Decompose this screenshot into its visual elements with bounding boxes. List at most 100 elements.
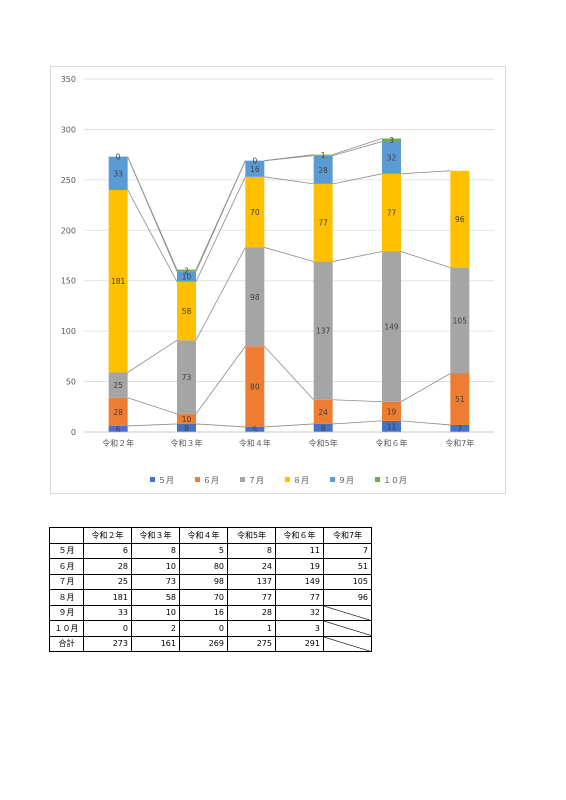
table-row-label: １０月 <box>49 620 84 637</box>
table-cell: 77 <box>275 589 324 606</box>
x-tick-label: 令和３年 <box>171 438 203 448</box>
x-tick-label: 令和5年 <box>309 438 338 448</box>
x-tick-label: 令和7年 <box>445 438 474 448</box>
table-cell: 98 <box>179 573 228 590</box>
bar-segment <box>450 373 470 425</box>
table-cell: 1 <box>227 620 276 637</box>
data-label: 5 <box>252 425 257 434</box>
series-line <box>127 339 178 373</box>
data-label: 77 <box>387 209 397 218</box>
table-cell: 80 <box>179 558 228 575</box>
bar-segment <box>108 397 128 426</box>
table-cell: 28 <box>227 604 276 621</box>
bar-segment <box>177 281 196 341</box>
bar-segment <box>382 401 401 421</box>
bar-segment <box>313 154 333 156</box>
bar-segment <box>108 425 128 432</box>
data-label: 73 <box>182 373 192 382</box>
data-label: 149 <box>384 323 399 332</box>
table-cell: 24 <box>227 558 276 575</box>
table-cell: 161 <box>131 635 180 652</box>
y-tick-label: 50 <box>66 378 76 387</box>
data-label: 11 <box>387 422 397 431</box>
data-label: 8 <box>321 424 326 433</box>
bar-segment <box>177 423 196 432</box>
data-label: 0 <box>252 157 257 166</box>
y-tick-label: 200 <box>61 226 76 235</box>
data-label: 3 <box>389 136 394 145</box>
bar-segment <box>177 413 196 424</box>
legend-label: ８月 <box>293 476 309 485</box>
table-row: 合計 273 161 269 275 291 <box>49 635 372 652</box>
table-cell: 6 <box>83 542 132 559</box>
table-cell: 105 <box>323 573 372 590</box>
data-label: 181 <box>111 277 126 286</box>
table-row-label: ７月 <box>49 573 84 590</box>
data-label: 80 <box>250 383 260 392</box>
bar-segment <box>313 261 333 400</box>
series-line <box>400 373 451 403</box>
table-cell: 11 <box>275 542 324 559</box>
x-tick-label: 令和２年 <box>102 438 134 448</box>
legend-label: ６月 <box>203 476 219 485</box>
bar-segment <box>382 141 401 174</box>
data-label: 24 <box>318 408 328 417</box>
y-tick-label: 250 <box>61 176 76 185</box>
table-cell: 77 <box>227 589 276 606</box>
table-column-header: 令和３年 <box>131 527 180 544</box>
table-cell: 58 <box>131 589 180 606</box>
table-cell: 137 <box>227 573 276 590</box>
bar-segment <box>313 399 333 424</box>
table-cell: 19 <box>275 558 324 575</box>
data-label: 51 <box>455 395 465 404</box>
bar-segment <box>313 155 333 184</box>
bar-segment <box>382 173 401 252</box>
diagonal-slash-icon <box>324 637 371 652</box>
data-label: 105 <box>453 317 468 326</box>
x-tick-label: 令和６年 <box>376 438 408 448</box>
data-label: 19 <box>387 407 397 416</box>
table-cell: 291 <box>275 635 324 652</box>
series-line <box>332 420 383 425</box>
table-cell: 269 <box>179 635 228 652</box>
legend-label: ５月 <box>158 476 174 485</box>
bar-segment <box>108 189 128 373</box>
legend-swatch <box>150 477 155 482</box>
data-label: 96 <box>455 215 465 224</box>
series-line <box>400 170 451 175</box>
data-label: 137 <box>316 327 331 336</box>
table-empty-cell <box>323 635 372 652</box>
bar-segment <box>108 156 128 190</box>
table-column-header: 令和６年 <box>275 527 324 544</box>
series-line <box>332 399 383 403</box>
table-cell: 5 <box>179 542 228 559</box>
y-tick-label: 150 <box>61 277 76 286</box>
bar-segment <box>245 176 265 248</box>
table-row-label: ６月 <box>49 558 84 575</box>
data-label: 0 <box>116 153 121 162</box>
data-label: 32 <box>387 154 397 163</box>
bar-segment <box>245 160 265 177</box>
series-line <box>195 176 246 282</box>
table-row: ５月 6 8 5 8 11 7 <box>49 542 372 559</box>
series-line <box>332 138 383 156</box>
chart-frame: 0 50 100 150 200 250 300 350 6 8 5 8 11 7 28 10 80 24 19 51… <box>50 66 506 494</box>
table-cell: 7 <box>323 542 372 559</box>
data-label: 10 <box>182 415 192 424</box>
data-label: 6 <box>116 425 121 434</box>
legend-swatch <box>195 477 200 482</box>
legend-swatch <box>330 477 335 482</box>
series-line <box>400 420 451 426</box>
bar-segment <box>450 424 470 432</box>
table-cell: 96 <box>323 589 372 606</box>
table-column-header: 令和４年 <box>179 527 228 544</box>
bar-segment <box>177 340 196 414</box>
table-cell: 33 <box>83 604 132 621</box>
series-line <box>332 251 383 262</box>
table-body: ５月 6 8 5 8 11 7 ６月 28 10 80 24 19 51 ７月 25 73 98 137 149 105… <box>49 542 372 652</box>
table-cell: 273 <box>83 635 132 652</box>
table-cell: 8 <box>227 542 276 559</box>
data-label: 77 <box>318 219 328 228</box>
data-label: 70 <box>250 208 260 217</box>
series-line <box>264 423 314 428</box>
